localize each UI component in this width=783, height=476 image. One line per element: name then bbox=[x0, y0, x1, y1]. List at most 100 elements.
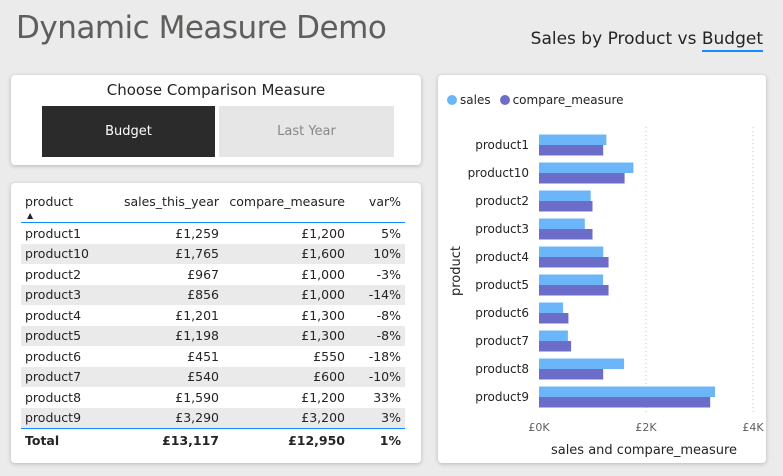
table-row[interactable]: product7 £540 £600 -10% bbox=[21, 366, 405, 387]
table-row[interactable]: product1 £1,259 £1,200 5% bbox=[21, 223, 405, 244]
table-header-row: product ▲ sales_this_year compare_measur… bbox=[21, 192, 405, 223]
bar-sales-product3[interactable] bbox=[539, 218, 585, 230]
cell-product: product10 bbox=[21, 243, 115, 264]
bar-sales-product5[interactable] bbox=[539, 274, 604, 286]
table-row[interactable]: product9 £3,290 £3,200 3% bbox=[21, 407, 405, 429]
y-tick-label: product3 bbox=[475, 222, 529, 236]
legend-sales-dot-icon bbox=[447, 95, 457, 105]
page-title: Dynamic Measure Demo bbox=[16, 10, 387, 46]
column-header-product[interactable]: product ▲ bbox=[21, 192, 115, 223]
bar-compare-measure-product3[interactable] bbox=[539, 229, 593, 240]
sales-table-card: product ▲ sales_this_year compare_measur… bbox=[11, 183, 421, 463]
bar-compare-measure-product8[interactable] bbox=[539, 369, 604, 380]
cell-sales-this-year: £1,201 bbox=[175, 307, 219, 323]
y-tick-label: product8 bbox=[475, 362, 529, 376]
cell-sales-this-year: £451 bbox=[187, 348, 219, 364]
bar-sales-product9[interactable] bbox=[539, 386, 716, 398]
y-tick-label: product7 bbox=[475, 334, 529, 348]
bar-sales-product4[interactable] bbox=[539, 246, 604, 258]
y-tick-label: product6 bbox=[475, 306, 529, 320]
cell-var-pct: 3% bbox=[349, 407, 405, 429]
cell-sales-this-year: £856 bbox=[115, 284, 223, 305]
cell-compare-measure: £1,000 bbox=[223, 284, 349, 305]
table-row[interactable]: product4 £1,201 £1,300 -8% bbox=[21, 305, 405, 326]
table-row[interactable]: product10 £1,765 £1,600 10% bbox=[21, 243, 405, 264]
y-tick-label: product2 bbox=[475, 194, 529, 208]
cell-sales-this-year: £1,259 bbox=[175, 225, 219, 241]
column-header-sales-this-year[interactable]: sales_this_year bbox=[115, 192, 223, 223]
cell-var-pct: -10% bbox=[349, 366, 405, 387]
bar-sales-product1[interactable] bbox=[539, 134, 607, 146]
cell-product: product6 bbox=[25, 348, 82, 364]
table-row[interactable]: product3 £856 £1,000 -14% bbox=[21, 284, 405, 305]
cell-sales-this-year: £967 bbox=[187, 266, 219, 282]
chart-legend: sales compare_measure bbox=[447, 93, 628, 107]
total-compare-measure: £12,950 bbox=[223, 428, 349, 451]
bar-compare-measure-product5[interactable] bbox=[539, 285, 609, 296]
y-tick-label: product5 bbox=[475, 278, 529, 292]
subtitle-measure: Budget bbox=[701, 29, 763, 52]
cell-product: product1 bbox=[25, 225, 82, 241]
x-tick-label: £2K bbox=[635, 421, 657, 434]
cell-var-pct: -18% bbox=[368, 348, 401, 364]
table-row[interactable]: product2 £967 £1,000 -3% bbox=[21, 264, 405, 285]
column-header-compare-measure[interactable]: compare_measure bbox=[223, 192, 349, 223]
cell-compare-measure: £550 bbox=[313, 348, 345, 364]
column-header-label: product bbox=[25, 194, 74, 209]
column-header-var-pct[interactable]: var% bbox=[349, 192, 405, 223]
total-label: Total bbox=[21, 428, 115, 451]
x-tick-label: £4K bbox=[742, 421, 764, 434]
cell-var-pct: -8% bbox=[376, 307, 401, 323]
budget-option-button[interactable]: Budget bbox=[42, 106, 215, 157]
cell-product: product8 bbox=[25, 389, 82, 405]
cell-product: product3 bbox=[21, 284, 115, 305]
last-year-option-button[interactable]: Last Year bbox=[219, 106, 394, 157]
table-row[interactable]: product6 £451 £550 -18% bbox=[21, 346, 405, 367]
sort-ascending-icon: ▲ bbox=[27, 211, 34, 220]
cell-var-pct: -14% bbox=[349, 284, 405, 305]
legend-compare-measure-label: compare_measure bbox=[512, 93, 624, 107]
cell-product: product4 bbox=[25, 307, 82, 323]
chart-subtitle: Sales by Product vs Budget bbox=[530, 29, 763, 52]
y-tick-label: product10 bbox=[468, 166, 529, 180]
cell-var-pct: -3% bbox=[376, 266, 401, 282]
cell-var-pct: 5% bbox=[381, 225, 401, 241]
subtitle-prefix: Sales by Product vs bbox=[530, 29, 702, 49]
bar-sales-product8[interactable] bbox=[539, 358, 625, 370]
legend-sales-label: sales bbox=[460, 93, 491, 107]
cell-compare-measure: £1,200 bbox=[301, 225, 345, 241]
bar-sales-product6[interactable] bbox=[539, 302, 564, 314]
cell-compare-measure: £1,000 bbox=[301, 266, 345, 282]
bar-chart-svg: product1 product10 product2 product3 product… bbox=[449, 127, 764, 458]
bar-compare-measure-product4[interactable] bbox=[539, 257, 609, 268]
bar-compare-measure-product2[interactable] bbox=[539, 201, 593, 212]
x-axis-title: sales and compare_measure bbox=[551, 443, 737, 458]
bar-sales-product7[interactable] bbox=[539, 330, 568, 342]
bar-compare-measure-product1[interactable] bbox=[539, 145, 604, 156]
total-sales-this-year: £13,117 bbox=[115, 428, 223, 451]
bar-compare-measure-product6[interactable] bbox=[539, 313, 569, 324]
legend-item-compare-measure[interactable]: compare_measure bbox=[499, 93, 624, 107]
legend-item-sales[interactable]: sales bbox=[447, 93, 491, 107]
sales-table: product ▲ sales_this_year compare_measur… bbox=[21, 192, 405, 451]
cell-compare-measure: £600 bbox=[223, 366, 349, 387]
cell-compare-measure: £3,200 bbox=[223, 407, 349, 429]
total-var-pct: 1% bbox=[349, 428, 405, 451]
bar-compare-measure-product7[interactable] bbox=[539, 341, 572, 352]
legend-compare-measure-dot-icon bbox=[499, 95, 510, 105]
y-tick-label: product9 bbox=[475, 390, 529, 404]
bar-sales-product2[interactable] bbox=[539, 190, 591, 202]
sales-vs-measure-chart-card: sales compare_measure product1 product10 p… bbox=[438, 75, 766, 463]
cell-sales-this-year: £1,765 bbox=[115, 243, 223, 264]
cell-compare-measure: £1,300 bbox=[223, 325, 349, 346]
table-row[interactable]: product8 £1,590 £1,200 33% bbox=[21, 387, 405, 408]
cell-sales-this-year: £3,290 bbox=[115, 407, 223, 429]
table-row[interactable]: product5 £1,198 £1,300 -8% bbox=[21, 325, 405, 346]
cell-var-pct: -8% bbox=[349, 325, 405, 346]
cell-product: product2 bbox=[25, 266, 82, 282]
bar-compare-measure-product9[interactable] bbox=[539, 397, 711, 408]
bar-sales-product10[interactable] bbox=[539, 162, 634, 174]
bar-compare-measure-product10[interactable] bbox=[539, 173, 625, 184]
cell-sales-this-year: £540 bbox=[115, 366, 223, 387]
